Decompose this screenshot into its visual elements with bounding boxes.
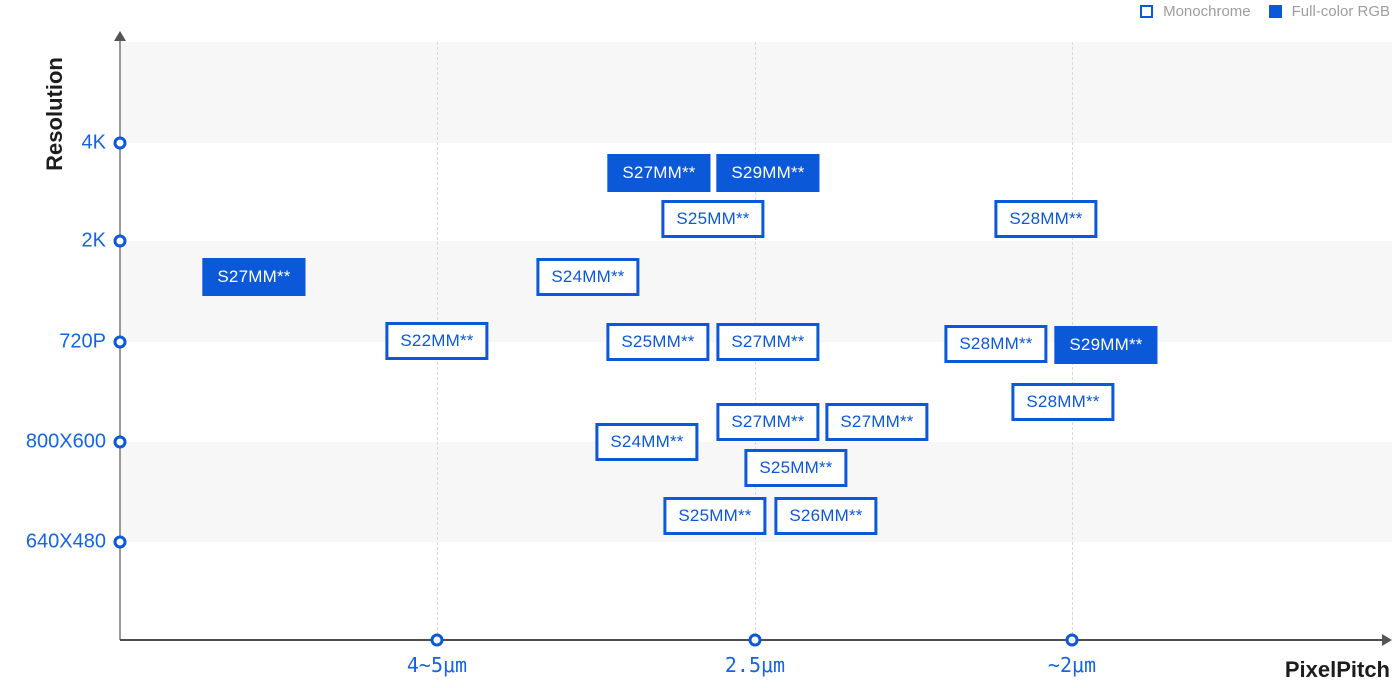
y-tick-label: 640X480	[25, 530, 106, 553]
legend: Monochrome Full-color RGB	[1140, 3, 1390, 20]
product-box: S25MM**	[661, 200, 765, 238]
outline-square-icon	[1140, 5, 1154, 18]
product-box: S28MM**	[944, 325, 1048, 363]
y-axis-arrow-icon	[114, 31, 126, 41]
product-box: S27MM**	[607, 154, 711, 192]
y-tick-marker	[113, 234, 127, 248]
y-tick-label: 800X600	[25, 430, 106, 453]
product-box: S24MM**	[536, 258, 640, 296]
legend-label: Monochrome	[1163, 3, 1251, 20]
y-tick-label: 4K	[81, 131, 106, 154]
product-box: S29MM**	[716, 154, 820, 192]
product-box: S28MM**	[994, 200, 1098, 238]
y-axis-title: Resolution	[42, 57, 67, 171]
legend-item: Full-color RGB	[1268, 3, 1390, 20]
x-tick-label: 4~5μm	[406, 653, 468, 677]
product-box: S28MM**	[1011, 383, 1115, 421]
x-tick-marker	[748, 633, 762, 647]
product-box: S27MM**	[202, 258, 306, 296]
x-tick-label: 2.5μm	[724, 653, 786, 677]
product-box: S27MM**	[825, 403, 929, 441]
filled-square-icon	[1268, 5, 1282, 18]
product-box: S27MM**	[716, 403, 820, 441]
product-box: S24MM**	[595, 423, 699, 461]
product-box: S26MM**	[774, 497, 878, 535]
background-band	[121, 42, 1392, 143]
x-tick-marker	[430, 633, 444, 647]
legend-item: Monochrome	[1140, 3, 1251, 20]
product-box: S29MM**	[1054, 326, 1158, 364]
product-box: S27MM**	[716, 323, 820, 361]
product-box: S25MM**	[663, 497, 767, 535]
y-tick-marker	[113, 335, 127, 349]
x-axis-arrow-icon	[1382, 634, 1392, 646]
product-box: S25MM**	[744, 449, 848, 487]
y-tick-marker	[113, 136, 127, 150]
y-tick-label: 2K	[81, 229, 106, 252]
legend-label: Full-color RGB	[1291, 3, 1390, 20]
y-tick-marker	[113, 435, 127, 449]
y-tick-label: 720P	[59, 330, 106, 353]
x-tick-marker	[1065, 633, 1079, 647]
product-box: S25MM**	[606, 323, 710, 361]
x-tick-label: ~2μm	[1047, 653, 1097, 677]
x-axis-title: PixelPitch	[1284, 657, 1390, 682]
y-tick-marker	[113, 535, 127, 549]
product-box: S22MM**	[385, 322, 489, 360]
